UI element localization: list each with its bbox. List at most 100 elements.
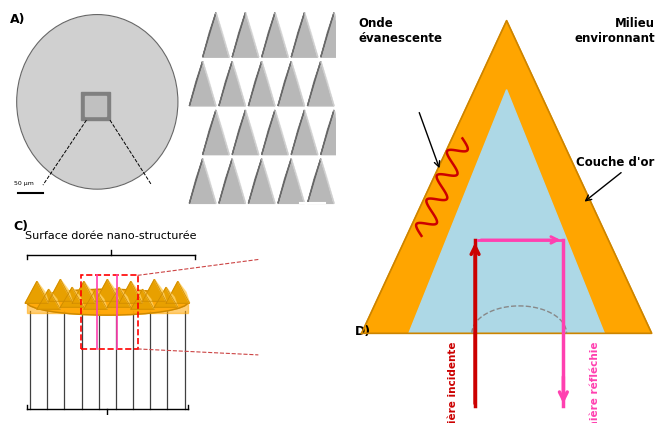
Polygon shape — [60, 279, 72, 301]
Text: B): B) — [191, 13, 206, 25]
Polygon shape — [275, 110, 289, 155]
Polygon shape — [203, 110, 229, 155]
Ellipse shape — [27, 289, 188, 315]
Polygon shape — [321, 159, 334, 203]
Polygon shape — [72, 287, 84, 307]
Polygon shape — [262, 110, 289, 155]
Polygon shape — [119, 287, 131, 307]
Bar — [27, 302, 188, 313]
Polygon shape — [248, 61, 262, 106]
Polygon shape — [262, 13, 275, 57]
Polygon shape — [95, 279, 119, 301]
Polygon shape — [248, 159, 275, 203]
Polygon shape — [25, 281, 48, 303]
Polygon shape — [142, 279, 166, 301]
Polygon shape — [278, 61, 305, 106]
Polygon shape — [291, 13, 305, 57]
Polygon shape — [84, 281, 95, 303]
Polygon shape — [409, 90, 605, 333]
Polygon shape — [219, 61, 246, 106]
Polygon shape — [107, 287, 131, 307]
Polygon shape — [189, 61, 216, 106]
Polygon shape — [37, 289, 60, 309]
Polygon shape — [189, 61, 203, 106]
Polygon shape — [291, 110, 305, 155]
Polygon shape — [291, 110, 318, 155]
Polygon shape — [131, 281, 142, 303]
Text: 50 µm: 50 µm — [14, 181, 34, 186]
Polygon shape — [278, 159, 291, 203]
Polygon shape — [178, 281, 190, 303]
Polygon shape — [219, 159, 232, 203]
Polygon shape — [321, 110, 334, 155]
Text: Lumière réfléchie: Lumière réfléchie — [590, 341, 600, 423]
Text: Surface dorée nano-structurée: Surface dorée nano-structurée — [25, 231, 197, 241]
Text: A): A) — [10, 13, 25, 25]
Polygon shape — [232, 110, 246, 155]
Polygon shape — [291, 159, 305, 203]
Text: D): D) — [355, 325, 371, 338]
Polygon shape — [278, 159, 305, 203]
Bar — [81, 275, 138, 349]
Polygon shape — [362, 21, 652, 333]
Polygon shape — [219, 159, 246, 203]
Polygon shape — [37, 281, 48, 303]
Text: Milieu
environnant: Milieu environnant — [574, 16, 655, 44]
Polygon shape — [154, 287, 178, 307]
Polygon shape — [48, 279, 72, 301]
Polygon shape — [307, 61, 334, 106]
Polygon shape — [307, 159, 334, 203]
Polygon shape — [321, 13, 348, 57]
Ellipse shape — [17, 16, 177, 188]
Polygon shape — [95, 289, 107, 309]
Polygon shape — [334, 110, 348, 155]
Polygon shape — [232, 159, 246, 203]
Polygon shape — [262, 61, 275, 106]
Polygon shape — [84, 289, 107, 309]
Polygon shape — [275, 13, 289, 57]
Polygon shape — [119, 281, 142, 303]
Polygon shape — [203, 13, 216, 57]
Polygon shape — [291, 13, 318, 57]
Polygon shape — [60, 287, 84, 307]
Polygon shape — [334, 13, 348, 57]
Polygon shape — [154, 279, 166, 301]
Polygon shape — [305, 110, 318, 155]
Polygon shape — [232, 13, 246, 57]
Polygon shape — [248, 159, 262, 203]
Polygon shape — [203, 61, 216, 106]
Polygon shape — [321, 61, 334, 106]
Text: Lumière incidente: Lumière incidente — [448, 341, 458, 423]
Polygon shape — [142, 289, 154, 309]
Polygon shape — [278, 61, 291, 106]
Polygon shape — [321, 13, 334, 57]
Polygon shape — [305, 13, 318, 57]
Polygon shape — [291, 61, 305, 106]
Text: Couche d'or: Couche d'or — [576, 156, 655, 169]
Polygon shape — [262, 159, 275, 203]
Polygon shape — [203, 159, 216, 203]
Polygon shape — [219, 61, 232, 106]
Polygon shape — [246, 13, 259, 57]
Polygon shape — [262, 13, 289, 57]
Polygon shape — [307, 159, 321, 203]
Polygon shape — [107, 279, 119, 301]
Polygon shape — [203, 110, 216, 155]
Text: Onde
évanescente: Onde évanescente — [358, 16, 442, 44]
Polygon shape — [232, 110, 259, 155]
Bar — [85, 96, 107, 116]
Polygon shape — [232, 61, 246, 106]
Polygon shape — [166, 287, 178, 307]
Polygon shape — [216, 110, 229, 155]
Text: C): C) — [13, 220, 28, 233]
Polygon shape — [216, 13, 229, 57]
Polygon shape — [248, 61, 275, 106]
Polygon shape — [307, 61, 321, 106]
Bar — [81, 92, 110, 120]
Polygon shape — [262, 110, 275, 155]
Polygon shape — [203, 13, 229, 57]
Polygon shape — [72, 281, 95, 303]
Polygon shape — [232, 13, 259, 57]
Polygon shape — [189, 159, 203, 203]
Polygon shape — [321, 110, 348, 155]
